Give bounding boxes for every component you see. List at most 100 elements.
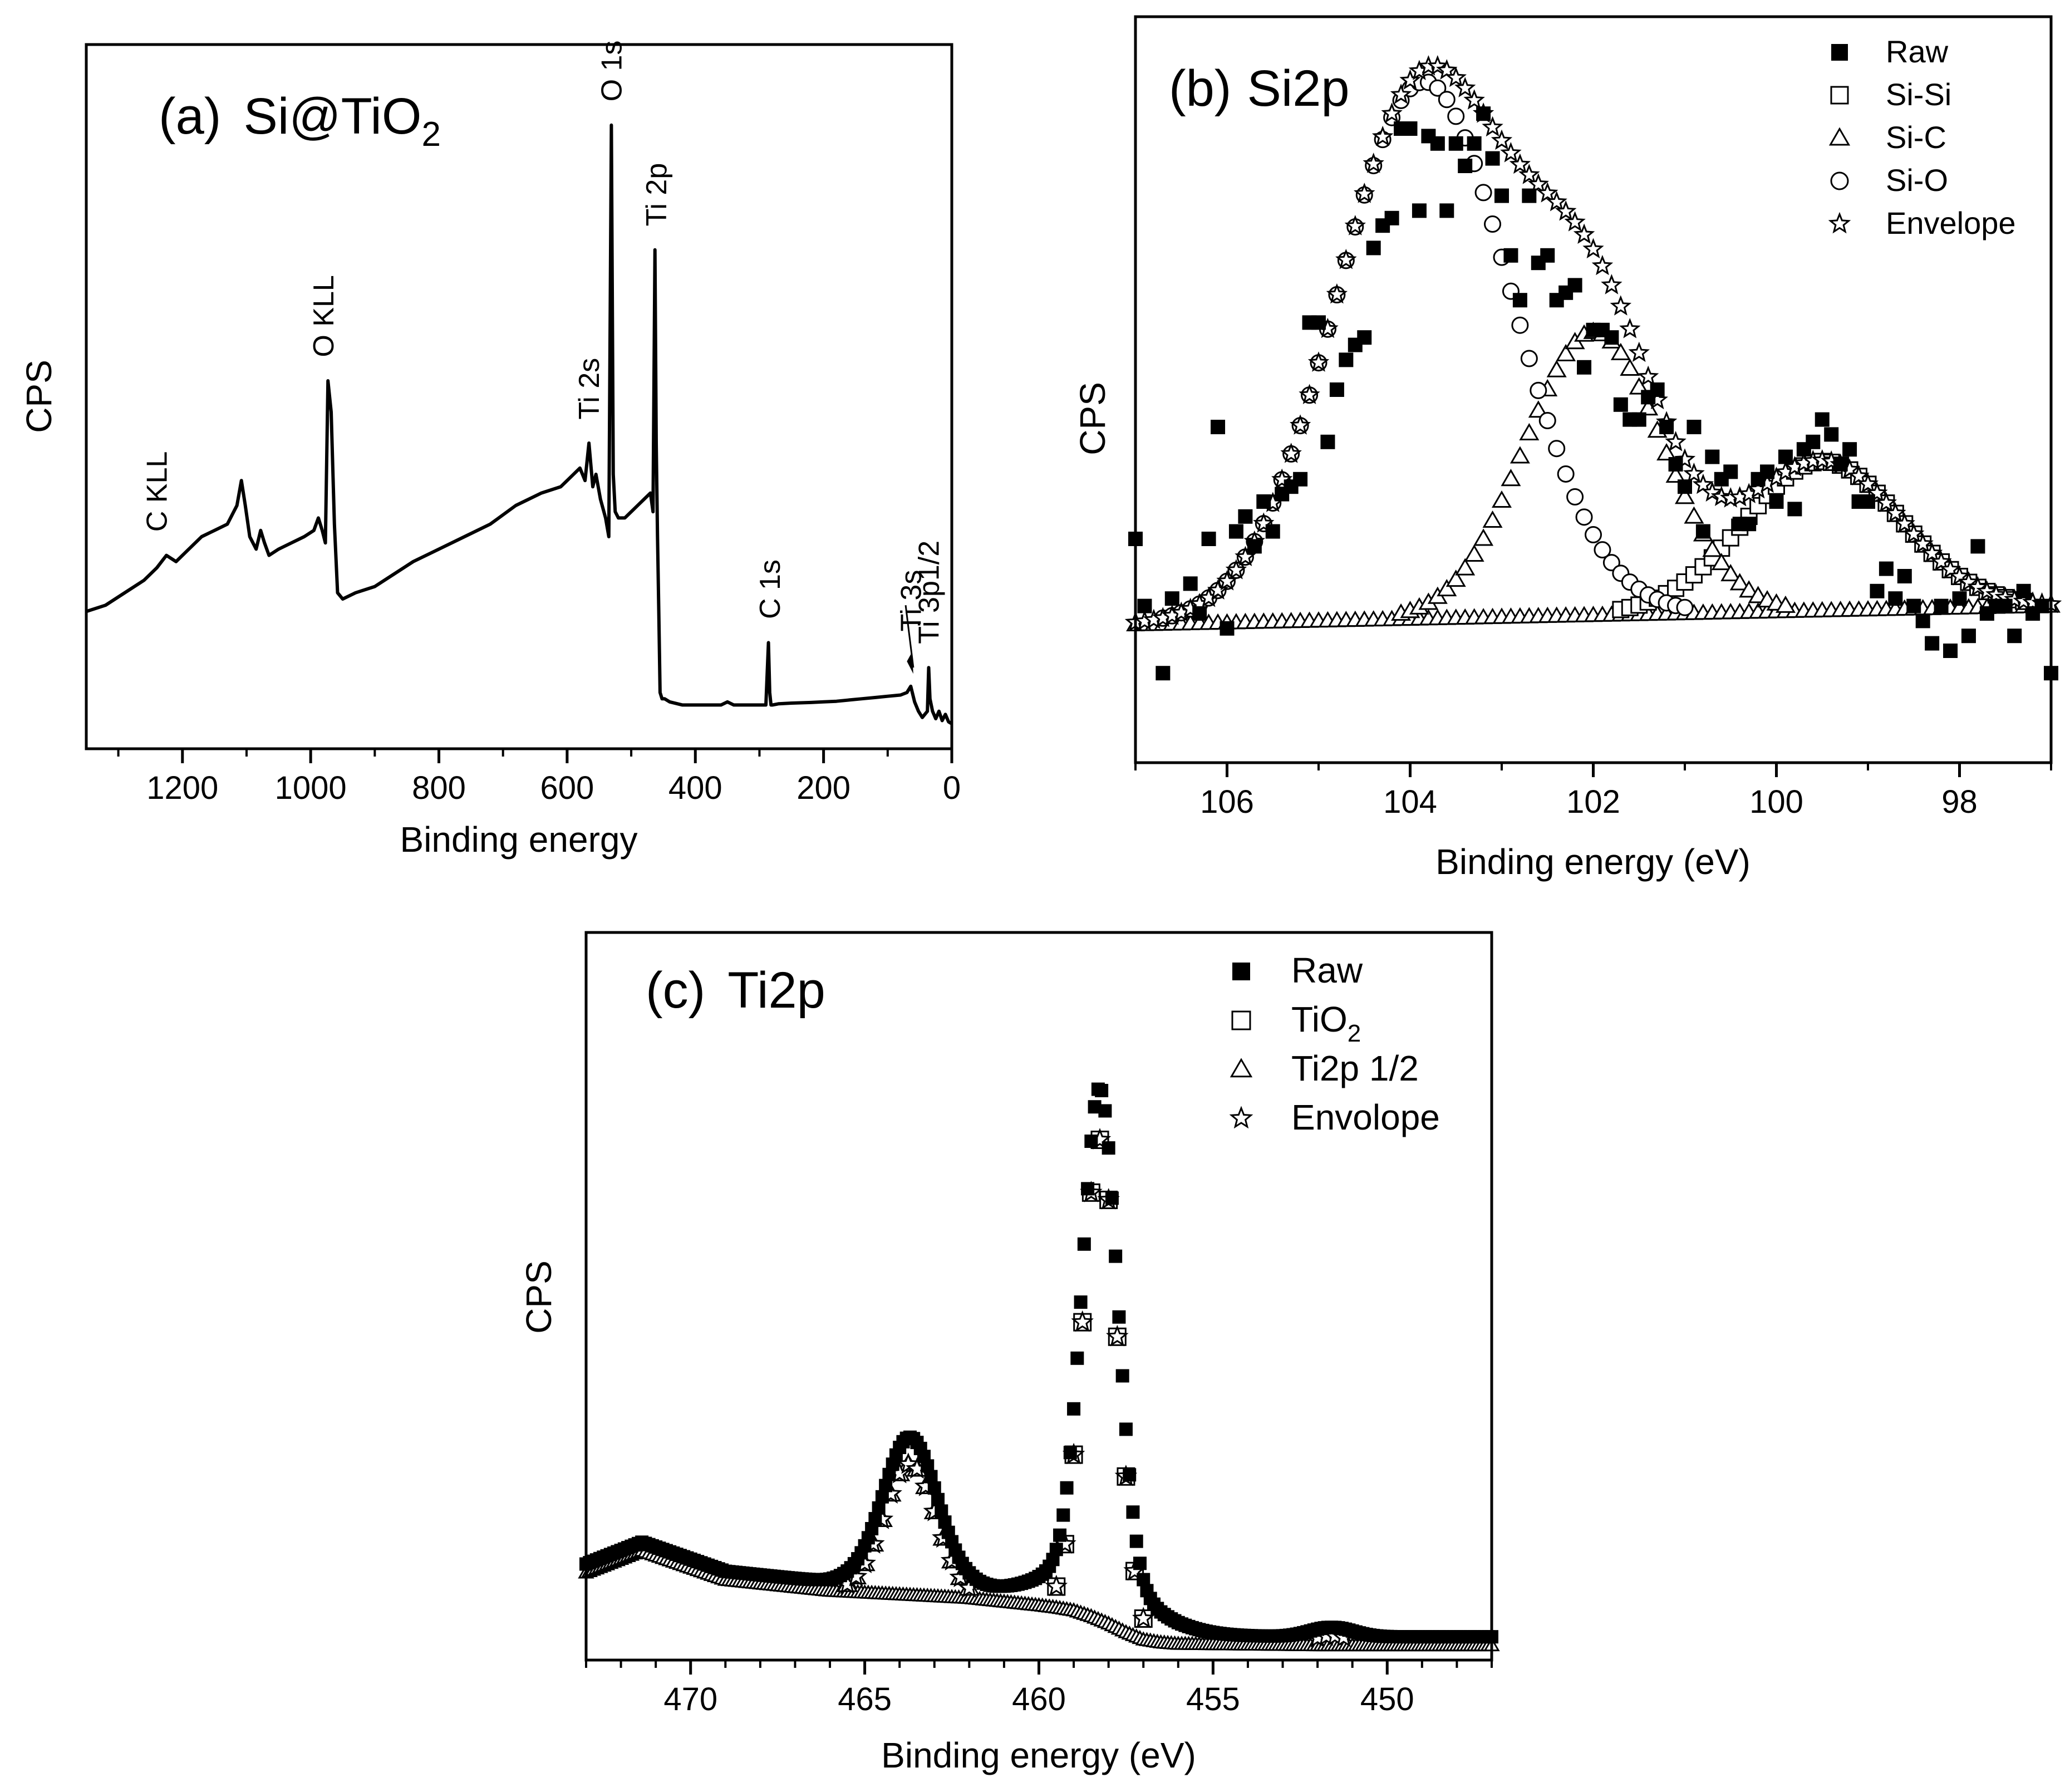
envelope-marker	[1225, 559, 1247, 580]
panel-b-ylabel: CPS	[1073, 382, 1113, 455]
panel-c-raw	[579, 1082, 1498, 1644]
raw-data-point	[1695, 524, 1710, 539]
raw-data-point	[1659, 420, 1674, 434]
Si-C-component-marker	[1739, 580, 1759, 598]
Si-O-component-marker	[1530, 381, 1547, 399]
raw-data-point	[1183, 576, 1198, 591]
raw-data-point	[1384, 210, 1399, 225]
legend-marker	[1830, 171, 1849, 190]
raw-data-point	[1915, 613, 1930, 629]
envelope-marker	[1912, 533, 1934, 553]
Si-C-component-marker	[1702, 539, 1723, 557]
envelope-marker	[1280, 443, 1302, 463]
raw-data-point	[1778, 449, 1793, 464]
raw-data-point	[1081, 1182, 1095, 1196]
envelope-marker	[1307, 351, 1330, 372]
raw-data-point	[1403, 121, 1418, 136]
envelope-marker	[1875, 492, 1897, 513]
raw-data-point	[1320, 434, 1335, 449]
raw-data-point	[1458, 159, 1473, 173]
envelope-marker	[1216, 569, 1238, 591]
Si-O-component-marker	[1447, 107, 1465, 125]
envelope-marker	[1354, 183, 1375, 203]
raw-data-point	[1164, 591, 1179, 606]
peak-label: Ti 2p	[641, 163, 673, 227]
panel-b-si2p: 106 104 102 100 98 (b) Si2p Raw Si-Si Si-C Si-O E…	[1073, 15, 2062, 882]
raw-data-point	[1467, 136, 1482, 151]
envelope-marker	[1344, 215, 1366, 235]
raw-data-point	[1115, 1369, 1129, 1383]
panel-c-tick-label: 460	[1012, 1681, 1066, 1717]
legend-marker	[1231, 1010, 1251, 1030]
panel-b-x-ticks: 106 104 102 100 98	[1134, 763, 2052, 820]
raw-data-point	[1156, 666, 1171, 681]
legend-label: Envolope	[1291, 1097, 1440, 1137]
legend-marker	[1230, 1058, 1253, 1078]
survey-spectrum-line	[86, 123, 953, 725]
Si-O-component-marker	[1557, 465, 1575, 483]
raw-data-point	[1760, 464, 1775, 479]
Si-C-component-marker	[1519, 423, 1540, 440]
peak-label: Ti 2s	[573, 358, 606, 420]
panel-b-raw	[1128, 106, 2058, 681]
Si-O-component-marker	[1520, 350, 1538, 367]
legend-label: Envelope	[1886, 205, 2016, 240]
panel-b-title: (b) Si2p	[1169, 60, 1350, 117]
legend-item: Si-Si	[1830, 77, 1951, 112]
raw-data-point	[1098, 1104, 1112, 1118]
legend-item: Ti2p 1/2	[1230, 1048, 1419, 1088]
legend-item: Si-O	[1830, 163, 1948, 198]
raw-data-point	[1137, 598, 1152, 613]
Si-C-component-marker	[1674, 487, 1695, 504]
panel-a-xlabel: Binding energy	[400, 819, 638, 860]
envelope-marker	[1564, 211, 1586, 232]
legend-marker	[1830, 86, 1849, 105]
raw-data-point	[1265, 524, 1280, 539]
raw-data-point	[1074, 1295, 1088, 1309]
raw-data-point	[1133, 1557, 1147, 1570]
Si-C-component-marker	[1455, 558, 1476, 576]
panel-a-frame	[85, 43, 953, 750]
panel-c-envelope	[836, 1128, 1355, 1648]
panel-a-tick-label: 1000	[275, 770, 347, 806]
panel-a-letter: (a)	[159, 88, 221, 145]
raw-data-point	[1053, 1528, 1067, 1542]
raw-data-point	[1567, 278, 1582, 293]
raw-data-point	[2034, 598, 2049, 613]
raw-data-point	[1970, 539, 1985, 554]
raw-data-point	[1129, 1534, 1143, 1548]
envelope-marker	[1702, 481, 1723, 502]
raw-data-point	[1687, 420, 1702, 434]
panel-c-tick-label: 450	[1360, 1681, 1414, 1717]
raw-data-point	[1256, 494, 1271, 509]
legend-label: Raw	[1291, 950, 1363, 990]
panel-b-legend: Raw Si-Si Si-C Si-O Envelope	[1828, 34, 2016, 240]
peak-label: C KLL	[141, 451, 174, 532]
panel-c-tick-label: 455	[1186, 1681, 1240, 1717]
raw-data-point	[1522, 188, 1537, 203]
Si-O-component-marker	[1538, 412, 1556, 430]
panel-b-title-main: Si2p	[1247, 60, 1349, 117]
raw-data-point	[1220, 621, 1235, 636]
panel-a-x-ticks: 1200 1000 800 600 400 200 0	[117, 749, 961, 806]
raw-data-point	[1109, 1249, 1123, 1263]
panel-a-title-sub: 2	[421, 115, 440, 154]
panel-a-tick-label: 400	[668, 770, 722, 806]
raw-data-point	[1123, 1468, 1137, 1482]
raw-data-point	[1056, 1508, 1070, 1522]
Si-C-component-marker	[1711, 553, 1732, 571]
raw-data-point	[1934, 598, 1949, 613]
envelope-marker	[1582, 238, 1604, 259]
peak-label: C 1s	[754, 559, 786, 619]
raw-data-point	[1063, 1446, 1077, 1460]
Si-O-component-marker	[1585, 526, 1602, 543]
panel-c-xlabel: Binding energy (eV)	[881, 1735, 1196, 1775]
envelope-marker	[1536, 182, 1558, 203]
panel-c-tick-label: 465	[838, 1681, 892, 1717]
legend-item: TiO2	[1231, 999, 1361, 1047]
raw-data-point	[1787, 502, 1802, 517]
panel-b-tick-label: 104	[1383, 784, 1437, 820]
raw-data-point	[1192, 606, 1207, 621]
